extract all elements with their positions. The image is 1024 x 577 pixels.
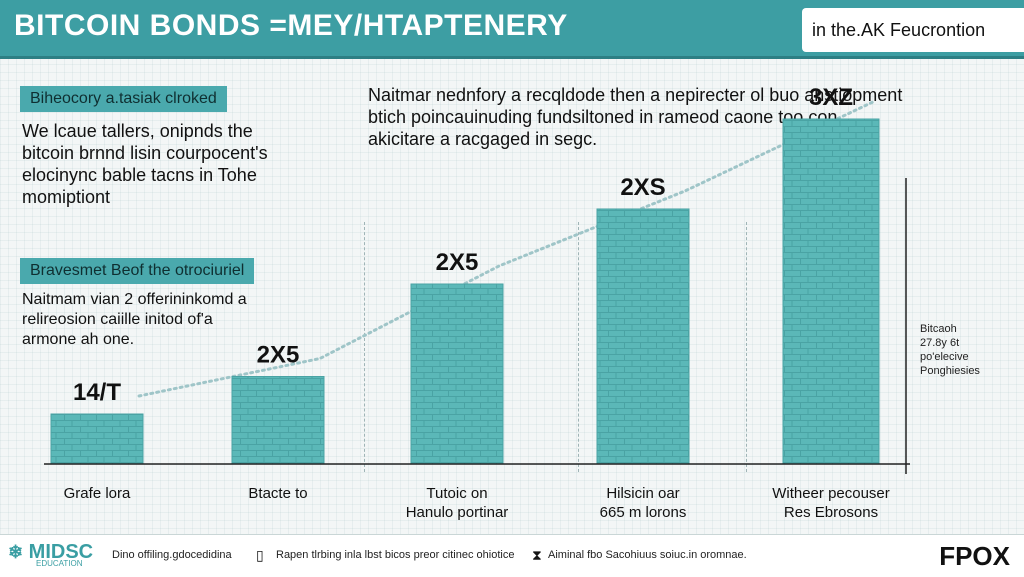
section-2-line: Naitmam vian 2 offerininkomd a	[22, 291, 247, 308]
gear-snowflake-icon: ❄	[8, 542, 24, 562]
category-label: Hanulo portinar	[406, 504, 509, 521]
side-note-line: Ponghiesies	[920, 365, 980, 377]
bar	[596, 208, 690, 465]
bar	[231, 376, 325, 465]
column-divider	[364, 222, 365, 472]
bar	[410, 283, 504, 465]
section-label-2: Bravesmet Beof the otrociuriel	[20, 258, 255, 284]
footer-logo: ❄ MIDSC	[8, 541, 93, 564]
side-note: Bitcaoh 27.8y 6t po'elecive Ponghiesies	[920, 322, 1010, 378]
data-label: 14/T	[73, 379, 121, 406]
chart-description-line: btich poincauinuding fundsiltoned in ram…	[368, 107, 838, 127]
side-note-line: po'elecive	[920, 351, 969, 363]
trend-line	[137, 99, 877, 398]
category-label: Hilsicin oar	[606, 485, 679, 502]
section-2-text: Naitmam vian 2 offerininkomd a relireosi…	[22, 290, 247, 350]
section-1-text: We lcaue tallers, onipnds the bitcoin br…	[22, 120, 268, 208]
chart-description-line: Naitmar nednfory a recqldode then a nepi…	[368, 85, 903, 105]
footer-item: Aiminal fbo Sacohiuus soiuc.in oromnae.	[548, 549, 747, 561]
data-label: 3XZ	[809, 84, 853, 111]
section-1-line: momiptiont	[22, 187, 111, 207]
header-bar: BITCOIN BONDS =MEY/HTAPTENERY in the.AK …	[0, 0, 1024, 59]
section-2-line: armone ah one.	[22, 331, 135, 348]
footer-item: Dino offiling.gdocedidina	[112, 549, 232, 561]
data-label: 2XS	[620, 174, 665, 201]
header-subtitle: in the.AK Feucrontion	[802, 8, 1024, 52]
section-1-line: We lcaue tallers, onipnds the	[22, 121, 253, 141]
section-2-line: relireosion caiille initod of'a	[22, 311, 213, 328]
section-1-line: bitcoin brnnd lisin courpocent's	[22, 143, 268, 163]
side-note-line: Bitcaoh	[920, 323, 957, 335]
category-label: Tutoic on	[426, 485, 487, 502]
data-label: 2X5	[257, 342, 300, 369]
category-label: Witheer pecouser	[772, 485, 890, 502]
footer-item: Rapen tlrbing inla lbst bicos preor citi…	[276, 549, 515, 561]
section-1-line: elocinync bable tacns in Tohe	[22, 165, 257, 185]
footer-logo-subtitle: EDUCATION	[36, 559, 83, 568]
footer-bar: ❄ MIDSC EDUCATION Dino offiling.gdocedid…	[0, 534, 1024, 577]
bar	[50, 413, 144, 465]
page-title: BITCOIN BONDS =MEY/HTAPTENERY	[14, 9, 568, 42]
hourglass-icon: ⧗	[532, 547, 542, 563]
footer-logo-text: MIDSC	[28, 541, 94, 563]
section-label-1: Biheocory a.tasiak clroked	[20, 86, 227, 112]
category-label: Btacte to	[248, 485, 307, 502]
column-divider	[578, 222, 579, 472]
category-label: Res Ebrosons	[784, 504, 878, 521]
chart-description-line: akicitare a racgaged in segc.	[368, 129, 598, 149]
column-divider	[746, 222, 747, 472]
bar	[782, 118, 880, 465]
category-label: 665 m lorons	[600, 504, 687, 521]
data-label: 2X5	[436, 249, 479, 276]
chart-description: Naitmar nednfory a recqldode then a nepi…	[368, 84, 928, 150]
side-note-line: 27.8y 6t	[920, 337, 960, 349]
category-label: Grafe lora	[64, 485, 131, 502]
footer-brand: FPOX	[939, 541, 1010, 571]
document-icon: ▯	[256, 547, 264, 563]
